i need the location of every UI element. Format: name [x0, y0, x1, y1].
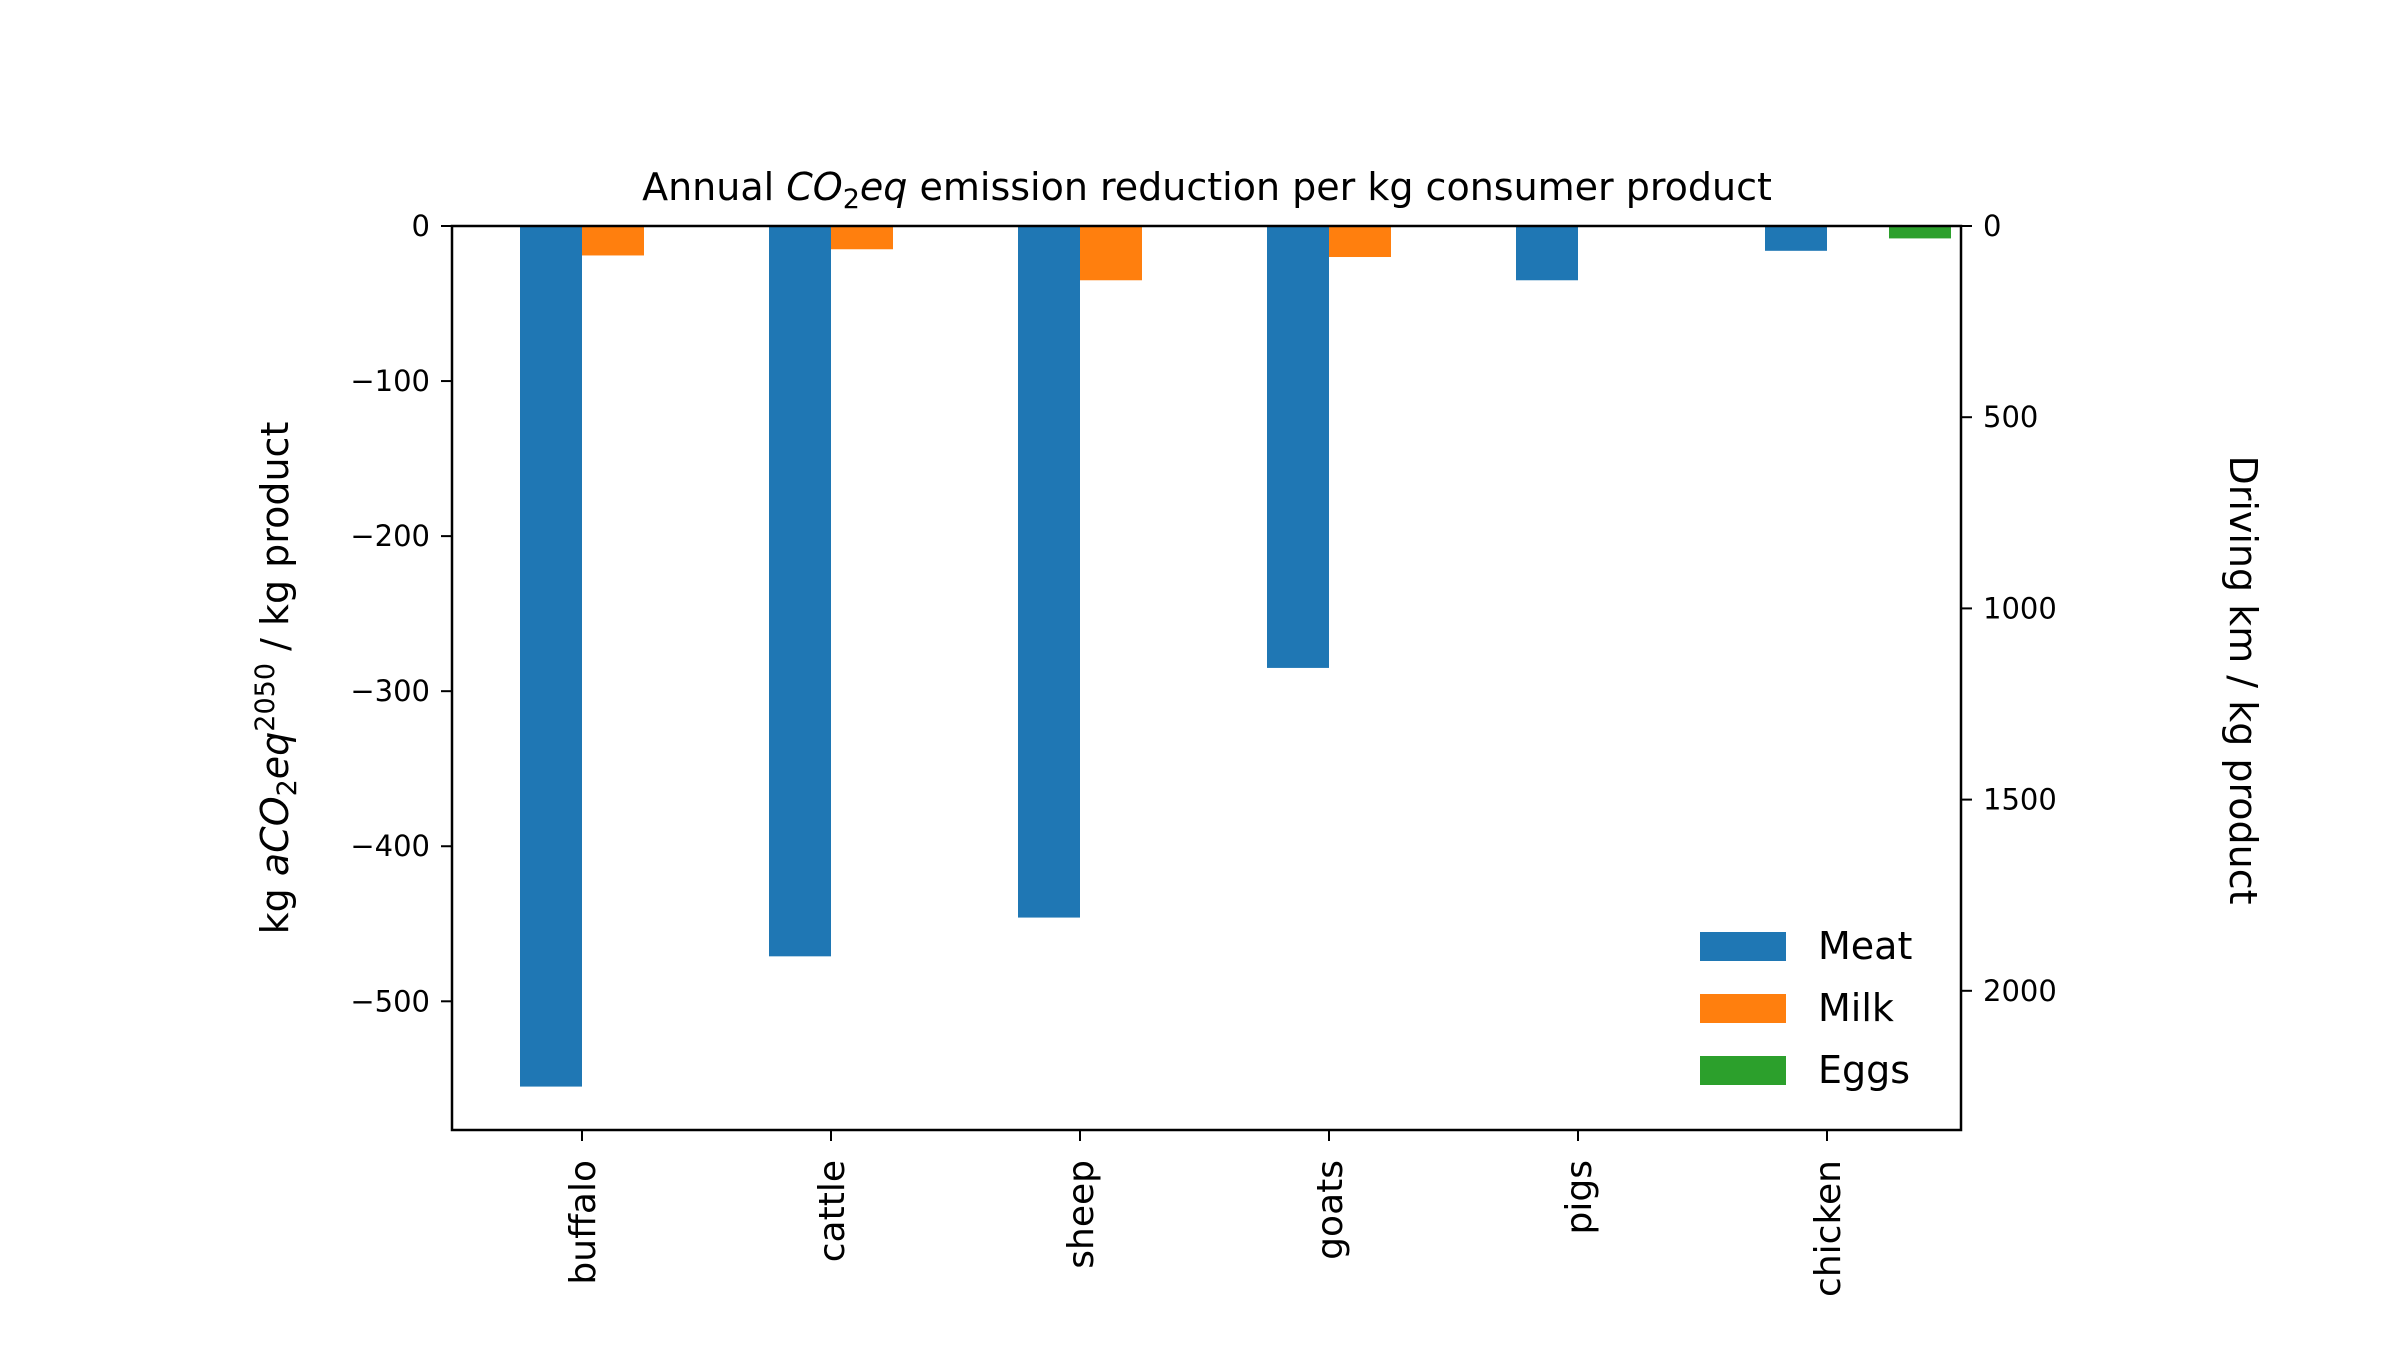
bar-meat-cattle [769, 226, 831, 957]
bar-milk-cattle [831, 226, 893, 250]
xtick-label-buffalo: buffalo [563, 1160, 604, 1285]
bars-layer [520, 226, 1951, 1087]
bar-meat-chicken [1765, 226, 1827, 251]
chart-title: Annual CO2eq emission reduction per kg c… [642, 165, 1772, 215]
ytick-label: −300 [350, 674, 430, 708]
ytick-label: −500 [350, 984, 430, 1018]
ytick-right-label: 1000 [1983, 591, 2057, 625]
ytick-right-label: 2000 [1983, 974, 2057, 1008]
legend-label-eggs: Eggs [1818, 1048, 1910, 1092]
y-axis-right-label: Driving km / kg product [2221, 455, 2265, 904]
bar-meat-buffalo [520, 226, 582, 1087]
legend-swatch-eggs [1700, 1056, 1786, 1085]
legend-label-meat: Meat [1818, 924, 1912, 968]
bar-milk-goats [1329, 226, 1391, 258]
plot-frame [450, 224, 1963, 1132]
y-axis-label: kg aCO2eq2050 / kg product [250, 422, 303, 935]
ytick-label: −200 [350, 519, 430, 553]
legend-swatch-meat [1700, 932, 1786, 961]
bar-milk-sheep [1080, 226, 1142, 281]
legend: Meat Milk Eggs [1700, 924, 1912, 1092]
xtick-label-chicken: chicken [1808, 1160, 1849, 1297]
bar-meat-sheep [1018, 226, 1080, 918]
labels-layer: 0 −100 −200 −300 −400 −500 0 500 1000 1500 2000 buf… [250, 165, 2265, 1297]
xtick-label-goats: goats [1310, 1160, 1351, 1260]
ytick-label: −100 [350, 364, 430, 398]
legend-swatch-milk [1700, 994, 1786, 1023]
ytick-right-label: 1500 [1983, 783, 2057, 817]
bar-eggs-chicken [1889, 226, 1951, 239]
ytick-label: 0 [412, 209, 430, 243]
axes-layer [441, 224, 1972, 1141]
ytick-label: −400 [350, 829, 430, 863]
xtick-label-cattle: cattle [812, 1160, 853, 1262]
bar-meat-goats [1267, 226, 1329, 668]
bar-milk-buffalo [582, 226, 644, 256]
xtick-label-sheep: sheep [1061, 1160, 1102, 1269]
xtick-label-pigs: pigs [1559, 1160, 1600, 1234]
ytick-right-label: 0 [1983, 209, 2001, 243]
bar-meat-pigs [1516, 226, 1578, 281]
legend-label-milk: Milk [1818, 986, 1894, 1030]
ytick-right-label: 500 [1983, 400, 2038, 434]
